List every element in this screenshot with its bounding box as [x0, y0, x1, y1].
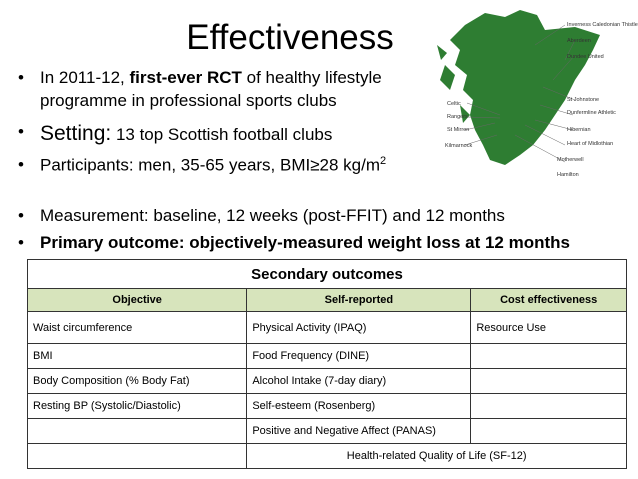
column-header: Cost effectiveness: [470, 288, 627, 312]
bullet: Primary outcome: objectively-measured we…: [18, 233, 570, 253]
text: of healthy lifestyle: [241, 68, 382, 87]
table-cell: [470, 418, 627, 444]
text: 13 top Scottish football clubs: [111, 125, 333, 144]
table-caption: Secondary outcomes: [27, 259, 627, 289]
table-cell: Resource Use: [470, 311, 627, 344]
text: Primary outcome: objectively-measured we…: [40, 233, 570, 252]
table-cell: Self-esteem (Rosenberg): [246, 393, 472, 419]
scotland-shape: [450, 10, 600, 165]
table-cell: Physical Activity (IPAQ): [246, 311, 472, 344]
club-label: St Mirren: [447, 127, 470, 133]
table-row: Waist circumference Physical Activity (IP…: [26, 311, 627, 344]
text: Participants: men, 35-65 years, BMI≥28 k…: [40, 155, 381, 175]
club-label: Dunfermline Athletic: [567, 110, 616, 116]
table-cell: Positive and Negative Affect (PANAS): [246, 418, 472, 444]
bullet-line: programme in professional sports clubs: [40, 91, 337, 110]
table-cell: [470, 343, 627, 369]
table-cell: [470, 393, 627, 419]
club-label: Rangers: [447, 114, 468, 120]
club-label: Kilmarnock: [445, 143, 473, 149]
table-cell: [470, 368, 627, 394]
table-cell: [26, 418, 248, 444]
table-cell: Resting BP (Systolic/Diastolic): [26, 393, 248, 419]
bullet: Measurement: baseline, 12 weeks (post-FF…: [18, 206, 505, 226]
table-row: Health-related Quality of Life (SF-12): [26, 443, 627, 469]
table-row: Body Composition (% Body Fat) Alcohol Int…: [26, 368, 627, 394]
table-cell: Body Composition (% Body Fat): [26, 368, 248, 394]
club-label: Motherwell: [557, 157, 584, 163]
title: Effectiveness: [186, 18, 394, 57]
club-label: Heart of Midlothian: [567, 141, 614, 147]
column-header: Self-reported: [246, 288, 472, 312]
column-header: Objective: [26, 288, 248, 312]
islands: [437, 45, 470, 123]
bullet: In 2011-12, first-ever RCT of healthy li…: [18, 68, 382, 88]
table-cell: Waist circumference: [26, 311, 248, 344]
text: 2: [380, 155, 387, 167]
table-row: Resting BP (Systolic/Diastolic) Self-este…: [26, 393, 627, 419]
text: Setting:: [40, 122, 112, 145]
table-cell: BMI: [26, 343, 248, 369]
club-label: Hibernian: [567, 127, 591, 133]
club-label: Aberdeen: [567, 38, 591, 44]
table-row: Positive and Negative Affect (PANAS): [26, 418, 627, 444]
text: In 2011-12,: [40, 68, 130, 87]
map: [437, 10, 600, 165]
club-label: St Johnstone: [567, 97, 600, 103]
bullet: Setting: 13 top Scottish football clubs: [18, 122, 333, 146]
outcomes-table: Secondary outcomes Objective Self-reporte…: [26, 259, 627, 469]
club-label: Celtic: [447, 101, 461, 107]
bullet: Participants: men, 35-65 years, BMI≥28 k…: [18, 155, 387, 176]
club-label: Inverness Caledonian Thistle: [567, 22, 638, 28]
text: Measurement: baseline, 12 weeks (post-FF…: [40, 206, 505, 225]
table-cell: Alcohol Intake (7-day diary): [246, 368, 472, 394]
table-cell: Health-related Quality of Life (SF-12): [246, 443, 627, 469]
table-cell: Food Frequency (DINE): [246, 343, 472, 369]
club-label: Hamilton: [557, 172, 579, 178]
pointer-lines: [464, 24, 576, 163]
table-cell: [26, 443, 248, 469]
table-row: BMI Food Frequency (DINE): [26, 343, 627, 369]
club-label: Dundee United: [567, 54, 604, 60]
text: first-ever RCT: [129, 68, 242, 87]
